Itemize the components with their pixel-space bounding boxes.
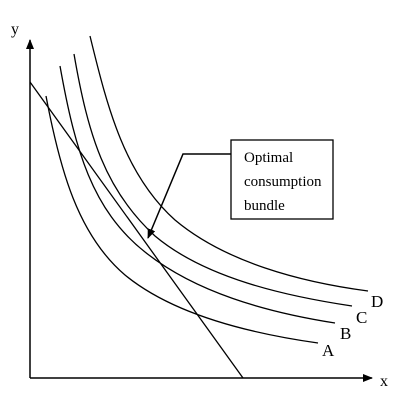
callout-line-2: consumption (244, 174, 322, 190)
x-axis-label: x (380, 373, 388, 390)
indifference-curve-a (45, 95, 319, 344)
curve-label-b: B (340, 324, 351, 343)
budget-line (29, 81, 244, 379)
curve-label-d: D (371, 292, 383, 311)
callout-line-1: Optimal (244, 150, 293, 166)
indifference-curve-b (59, 65, 336, 324)
indifference-curve-d (89, 35, 369, 292)
y-axis-label: y (11, 21, 19, 38)
curve-label-c: C (356, 308, 367, 327)
curve-label-a: A (322, 341, 335, 360)
callout-box (230, 139, 334, 220)
callout-line-3: bundle (244, 198, 285, 214)
callout-pointer (147, 153, 231, 239)
